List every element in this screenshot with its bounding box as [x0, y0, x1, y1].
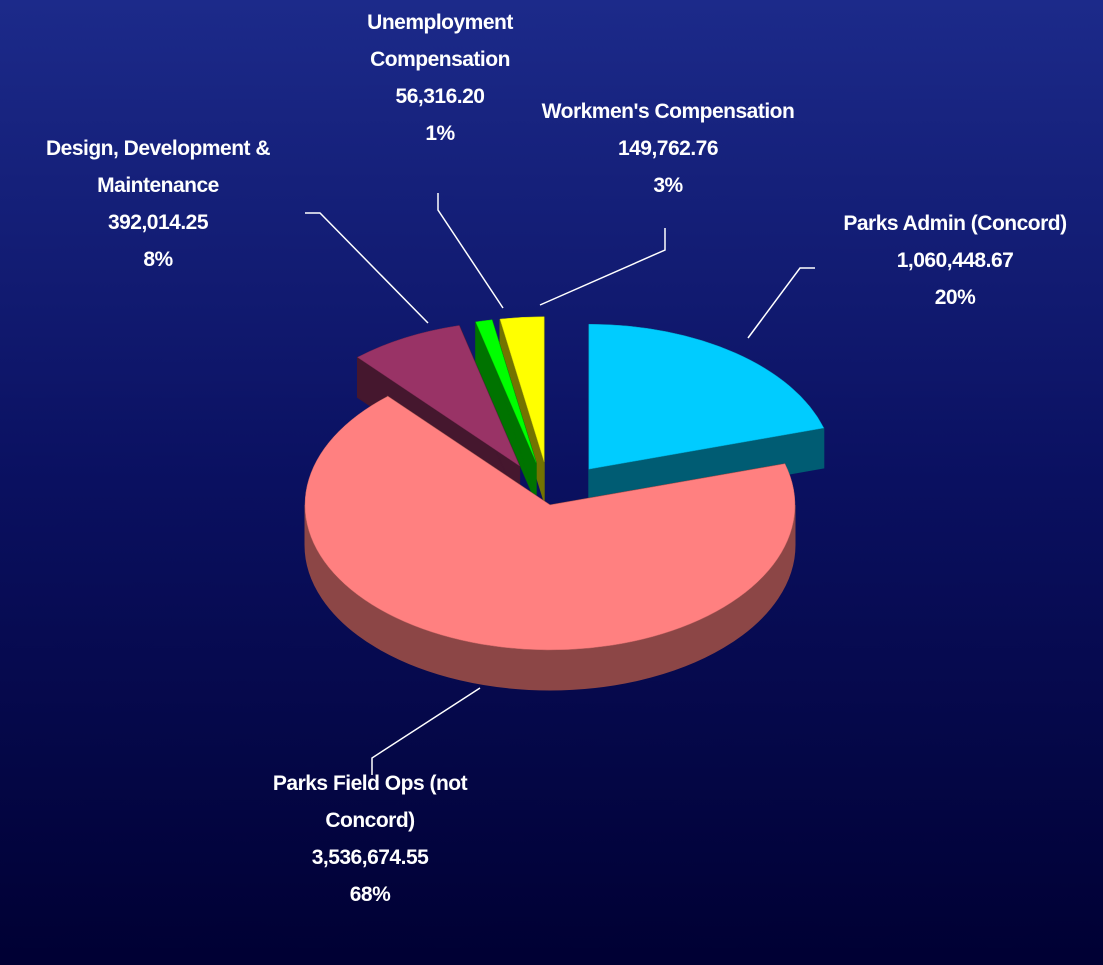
value-label: 56,316.20 — [395, 85, 485, 108]
leader-line — [539, 228, 666, 306]
slice-label: Design, Development & Maintenance 392,014… — [8, 130, 308, 278]
percent-label: 8% — [143, 248, 173, 271]
category-label: Unemployment Compensation — [367, 11, 513, 71]
percent-label: 3% — [653, 174, 683, 197]
slice — [499, 316, 545, 462]
slice-label: Workmen's Compensation 149,762.76 3% — [503, 93, 833, 204]
category-label: Workmen's Compensation — [541, 100, 795, 123]
category-label: Design, Development & Maintenance — [45, 137, 271, 197]
value-label: 3,536,674.55 — [311, 846, 429, 869]
category-label: Parks Admin (Concord) — [843, 212, 1067, 235]
value-label: 149,762.76 — [617, 137, 719, 160]
slice — [357, 325, 521, 467]
slice — [304, 396, 796, 651]
slice — [588, 323, 825, 470]
category-label: Parks Field Ops (not Concord) — [272, 772, 468, 832]
value-label: 392,014.25 — [107, 211, 209, 234]
slice — [475, 319, 537, 463]
leader-line — [305, 212, 429, 324]
slice-label: Unemployment Compensation 56,316.20 1% — [340, 4, 540, 152]
slice-label: Parks Admin (Concord) 1,060,448.67 20% — [805, 205, 1103, 316]
value-label: 1,060,448.67 — [896, 249, 1014, 272]
percent-label: 1% — [425, 122, 455, 145]
leader-line — [437, 193, 504, 309]
slice-label: Parks Field Ops (not Concord) 3,536,674.5… — [230, 765, 510, 913]
leader-line — [747, 267, 815, 339]
percent-label: 20% — [934, 286, 976, 309]
leader-line — [371, 687, 481, 775]
percent-label: 68% — [349, 883, 391, 906]
